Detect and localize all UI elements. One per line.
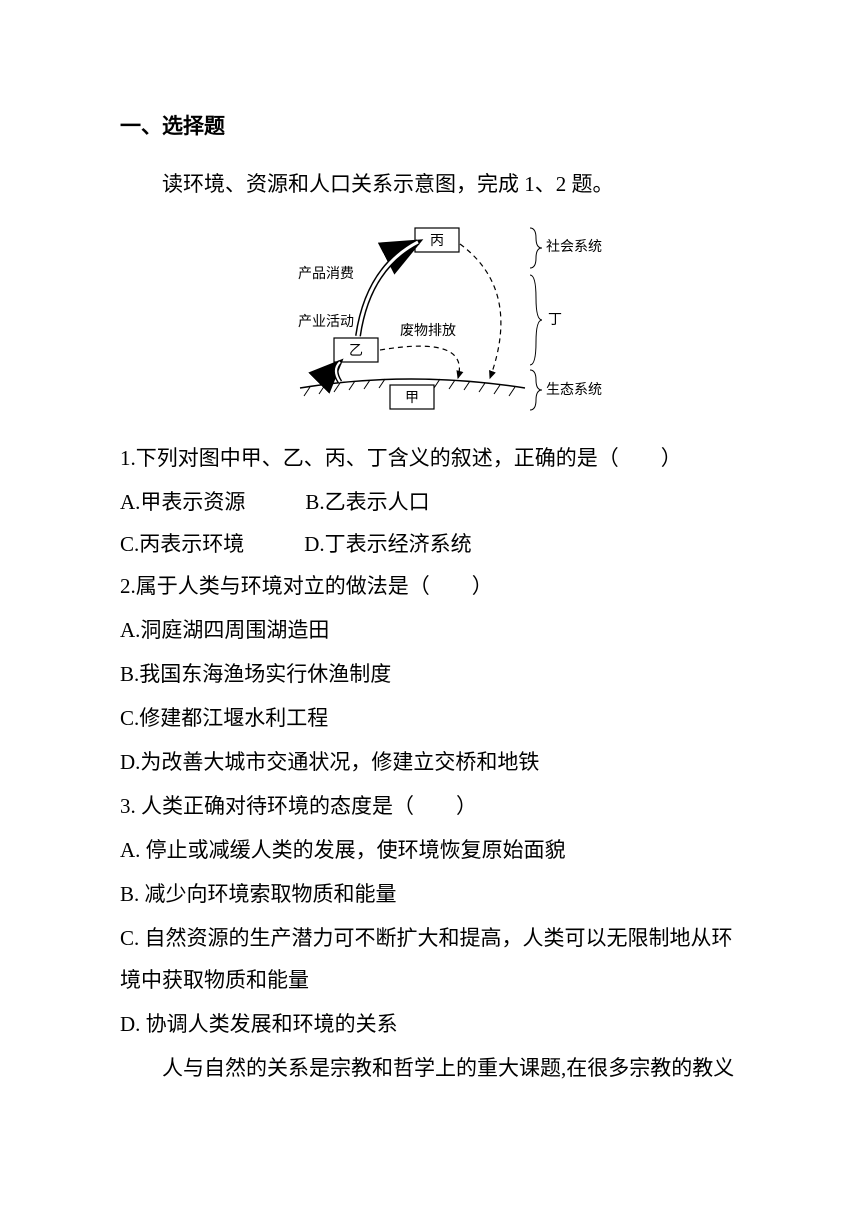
relation-diagram: 甲 乙 丙 产品消费 产业活动 废物排放 社会系统 丁 生态系统 bbox=[240, 220, 620, 415]
q1-option-d: D.丁表示经济系统 bbox=[304, 532, 471, 556]
q3-stem: 3. 人类正确对待环境的态度是（ ） bbox=[120, 785, 740, 827]
q2-option-d: D.为改善大城市交通状况，修建立交桥和地铁 bbox=[120, 741, 740, 783]
brace-label-social: 社会系统 bbox=[546, 239, 602, 255]
label-industry-activity: 产业活动 bbox=[298, 314, 354, 330]
q1-stem: 1.下列对图中甲、乙、丙、丁含义的叙述，正确的是（ ） bbox=[120, 437, 740, 479]
q2-option-c: C.修建都江堰水利工程 bbox=[120, 697, 740, 739]
brace-label-ding: 丁 bbox=[548, 313, 562, 328]
box-bing-label: 丙 bbox=[430, 234, 444, 249]
q1-options-row2: C.丙表示环境 D.丁表示经济系统 bbox=[120, 523, 740, 565]
passage-text: 人与自然的关系是宗教和哲学上的重大课题,在很多宗教的教义 bbox=[120, 1047, 740, 1089]
q3-option-b: B. 减少向环境索取物质和能量 bbox=[120, 873, 740, 915]
label-product-consume: 产品消费 bbox=[298, 266, 354, 282]
box-yi-label: 乙 bbox=[349, 343, 363, 359]
brace-label-eco: 生态系统 bbox=[546, 382, 602, 398]
q2-option-a: A.洞庭湖四周围湖造田 bbox=[120, 609, 740, 651]
q1-option-a: A.甲表示资源 bbox=[120, 490, 245, 514]
label-waste-emit: 废物排放 bbox=[400, 323, 456, 339]
q1-option-b: B.乙表示人口 bbox=[305, 490, 429, 514]
diagram-container: 甲 乙 丙 产品消费 产业活动 废物排放 社会系统 丁 生态系统 bbox=[120, 220, 740, 415]
q1-option-c: C.丙表示环境 bbox=[120, 532, 244, 556]
q2-option-b: B.我国东海渔场实行休渔制度 bbox=[120, 653, 740, 695]
q3-option-a: A. 停止或减缓人类的发展，使环境恢复原始面貌 bbox=[120, 829, 740, 871]
q1-options-row1: A.甲表示资源 B.乙表示人口 bbox=[120, 481, 740, 523]
q3-option-c: C. 自然资源的生产潜力可不断扩大和提高，人类可以无限制地从环境中获取物质和能量 bbox=[120, 917, 740, 1001]
q2-stem: 2.属于人类与环境对立的做法是（ ） bbox=[120, 565, 740, 607]
q3-option-d: D. 协调人类发展和环境的关系 bbox=[120, 1003, 740, 1045]
box-jia-label: 甲 bbox=[405, 391, 419, 406]
section-title: 一、选择题 bbox=[120, 110, 740, 140]
intro-text: 读环境、资源和人口关系示意图，完成 1、2 题。 bbox=[120, 168, 740, 202]
